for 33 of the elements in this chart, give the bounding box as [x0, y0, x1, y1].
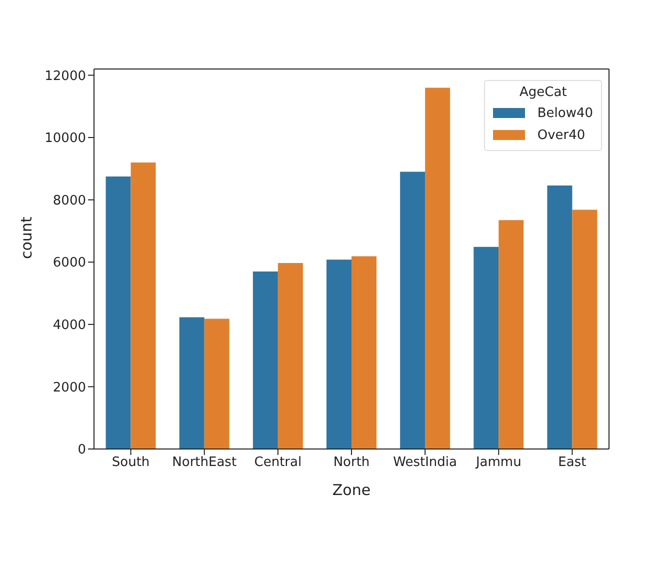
bar — [130, 162, 156, 449]
bar — [179, 317, 204, 449]
x-tick-label: NorthEast — [172, 455, 237, 470]
x-axis-title: Zone — [332, 481, 371, 499]
x-tick-label: Jammu — [474, 455, 522, 470]
x-tick-label: Central — [254, 455, 302, 470]
legend-label: Below40 — [537, 106, 593, 120]
bar — [326, 260, 352, 449]
bar — [351, 256, 376, 449]
bar — [252, 271, 278, 449]
bar — [400, 172, 426, 449]
bar — [425, 88, 450, 449]
x-tick-label: North — [333, 455, 370, 470]
bar — [278, 263, 303, 449]
bar — [106, 176, 131, 449]
y-tick-label: 6000 — [52, 256, 86, 271]
bar — [498, 220, 524, 449]
x-tick-label: WestIndia — [393, 455, 458, 470]
bar — [572, 210, 598, 449]
y-tick-label: 10000 — [44, 131, 86, 146]
y-tick-label: 8000 — [52, 193, 86, 208]
bar — [547, 185, 572, 449]
bar — [474, 246, 499, 449]
bar — [204, 318, 230, 449]
legend-title: AgeCat — [518, 85, 568, 100]
legend-label: Over40 — [537, 128, 586, 142]
y-tick-label: 2000 — [52, 380, 86, 396]
y-tick-label: 4000 — [52, 318, 86, 334]
y-axis-title: count — [17, 216, 36, 259]
y-tick-label: 0 — [78, 442, 86, 458]
y-tick-label: 12000 — [44, 68, 86, 84]
x-tick-label: East — [558, 455, 586, 470]
x-tick-label: South — [112, 455, 150, 470]
